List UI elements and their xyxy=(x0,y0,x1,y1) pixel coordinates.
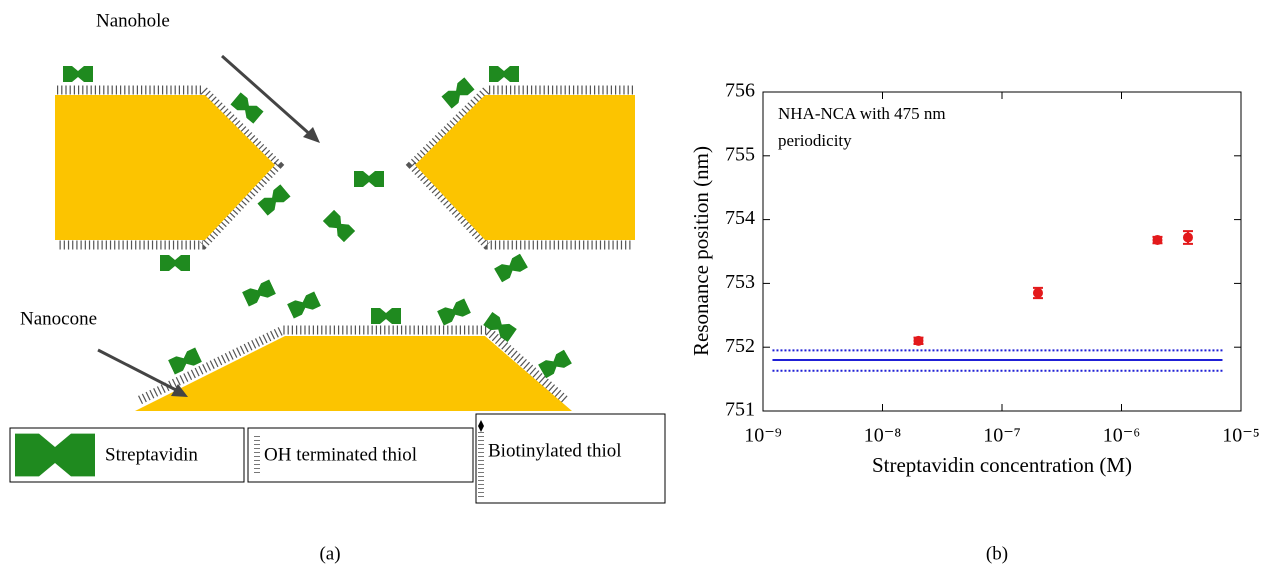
legend-icon xyxy=(15,433,95,477)
x-axis-label: Streptavidin concentration (M) xyxy=(872,453,1132,477)
streptavidin xyxy=(371,308,401,324)
annotation: periodicity xyxy=(778,131,852,150)
legend-text: Streptavidin xyxy=(105,444,198,465)
legend-box xyxy=(475,413,666,504)
thiol-layer xyxy=(405,85,633,250)
data-point xyxy=(1152,235,1163,246)
gold-cone xyxy=(135,336,572,411)
legend-box xyxy=(247,427,474,483)
x-tick-label: 10⁻⁶ xyxy=(1103,425,1141,447)
gold-block xyxy=(415,95,635,240)
thiol-layer xyxy=(57,85,285,250)
streptavidin xyxy=(287,291,321,319)
x-tick-label: 10⁻⁷ xyxy=(983,425,1021,447)
streptavidin xyxy=(160,255,190,271)
streptavidin xyxy=(489,66,519,82)
y-tick-label: 753 xyxy=(725,271,755,293)
annotation: NHA-NCA with 475 nm xyxy=(778,104,946,123)
streptavidin xyxy=(242,279,276,307)
x-tick-label: 10⁻⁵ xyxy=(1222,425,1260,447)
y-tick-label: 756 xyxy=(725,80,755,102)
nanohole-label: Nanohole xyxy=(96,10,170,31)
arrowhead xyxy=(303,127,320,143)
y-tick-label: 752 xyxy=(725,335,755,357)
arrowhead xyxy=(171,384,188,397)
y-tick-label: 751 xyxy=(725,399,755,421)
streptavidin xyxy=(63,66,93,82)
thiol-layer xyxy=(138,325,569,405)
gold-block xyxy=(55,95,275,240)
streptavidin xyxy=(538,349,572,379)
y-axis-label: Resonance position (nm) xyxy=(689,146,713,356)
data-point xyxy=(913,335,924,346)
streptavidin xyxy=(437,298,471,326)
arrow xyxy=(221,54,314,139)
biotin-icon xyxy=(478,420,484,432)
y-tick-label: 754 xyxy=(725,207,755,229)
data-point xyxy=(1182,232,1193,243)
y-tick-label: 755 xyxy=(725,143,755,165)
chart: NHA-NCA with 475 nm periodicity Streptav… xyxy=(689,80,1260,565)
caption: (b) xyxy=(986,543,1008,564)
diagram: Nanohole Nanocone Streptavidin OH termin… xyxy=(9,10,666,564)
streptavidin xyxy=(257,184,291,216)
streptavidin xyxy=(322,209,356,243)
streptavidin xyxy=(354,171,384,187)
nanocone-label: Nanocone xyxy=(20,308,97,329)
streptavidin xyxy=(494,253,528,283)
caption: (a) xyxy=(319,543,340,564)
legend-box xyxy=(9,427,245,483)
x-tick-label: 10⁻⁸ xyxy=(864,425,902,447)
arrow xyxy=(97,348,179,393)
legend-text: OH terminated thiol xyxy=(264,444,417,465)
x-tick-label: 10⁻⁹ xyxy=(744,425,782,447)
legend-text: Biotinylated thiol xyxy=(488,440,622,461)
data-point xyxy=(1032,287,1043,298)
streptavidin xyxy=(483,311,517,343)
